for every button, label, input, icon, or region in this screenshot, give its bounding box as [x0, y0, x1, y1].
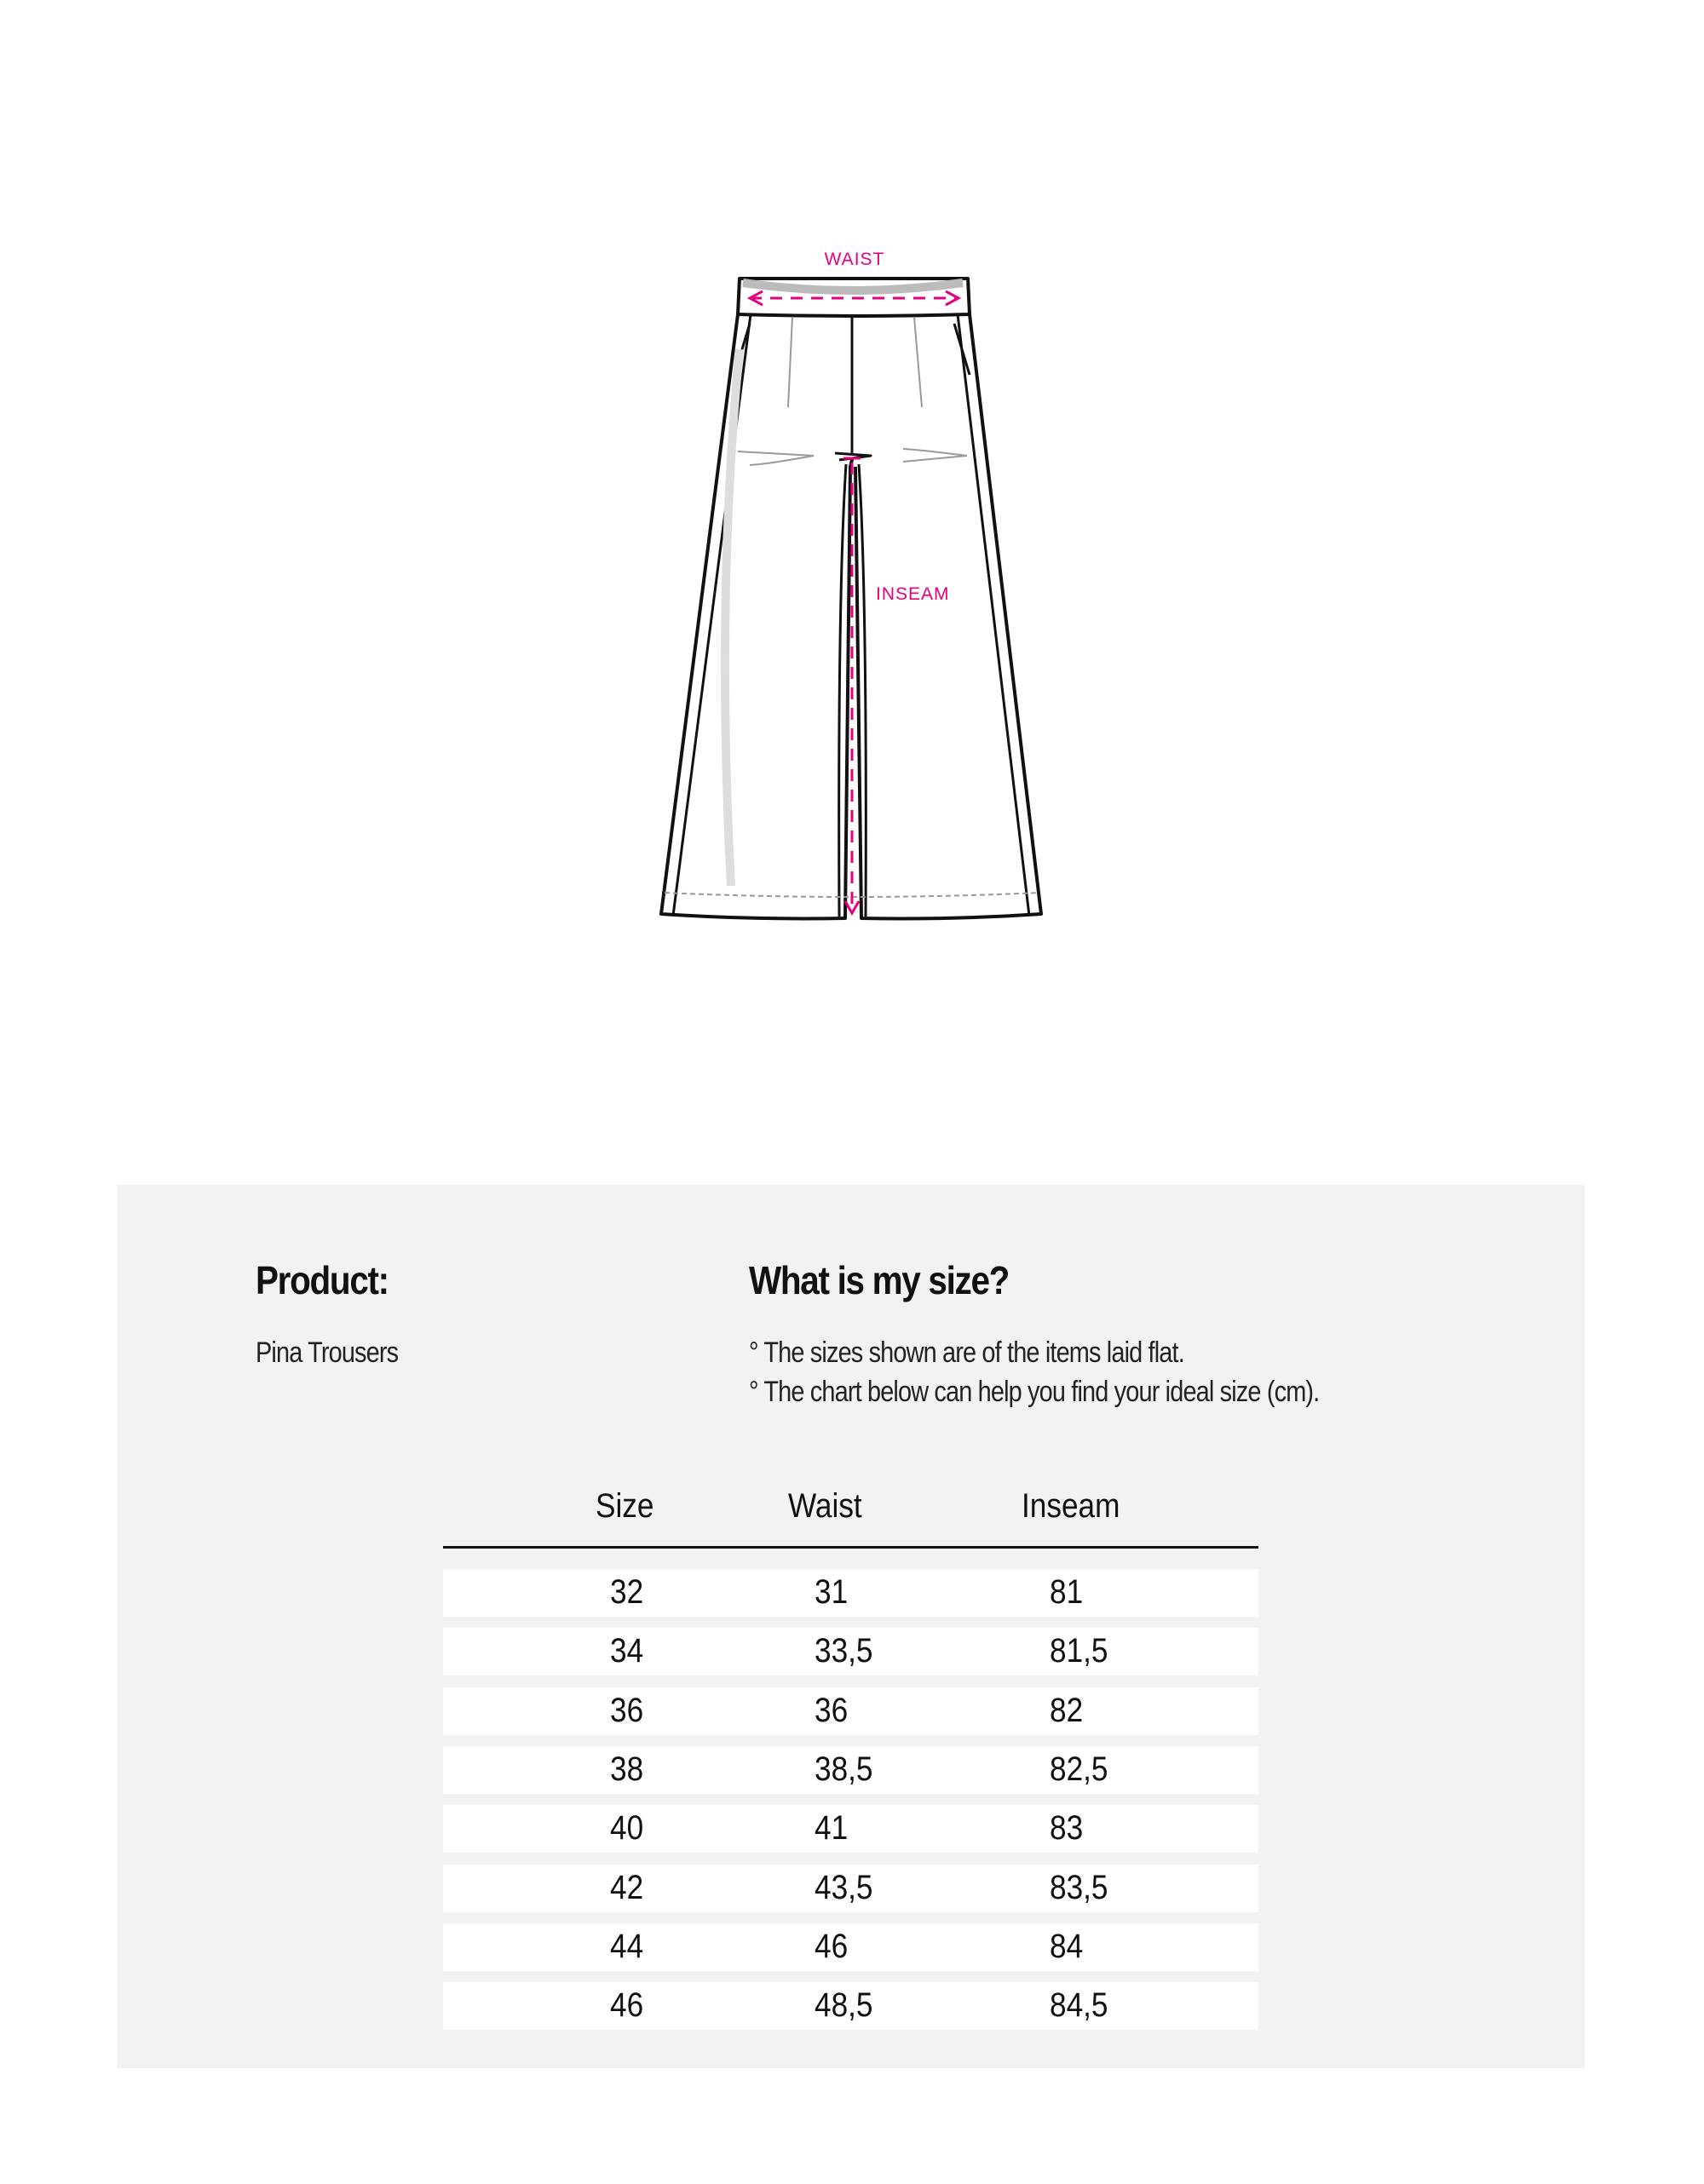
size-cell: 38 [610, 1750, 644, 1788]
size-cell: 34 [610, 1632, 644, 1670]
product-heading: Product: [256, 1258, 389, 1302]
inseam-cell: 81,5 [1050, 1632, 1108, 1670]
waist-cell: 31 [815, 1573, 849, 1611]
inseam-cell: 81 [1050, 1573, 1084, 1611]
size-cell: 36 [610, 1691, 644, 1729]
table-row: 40 41 83 [443, 1805, 1258, 1854]
inseam-cell: 84 [1050, 1927, 1084, 1965]
table-row: 44 46 84 [443, 1922, 1258, 1971]
waist-cell: 48,5 [815, 1986, 873, 2025]
column-header-waist: Waist [788, 1487, 862, 1525]
size-cell: 44 [610, 1927, 644, 1965]
inseam-cell: 82,5 [1050, 1750, 1108, 1788]
size-cell: 46 [610, 1986, 644, 2025]
left-leg [659, 313, 854, 921]
waist-cell: 46 [815, 1927, 849, 1965]
waist-label: WAIST [825, 250, 885, 269]
inseam-cell: 84,5 [1050, 1986, 1108, 2025]
waist-cell: 41 [815, 1809, 849, 1848]
product-name: Pina Trousers [256, 1336, 399, 1369]
column-header-size: Size [596, 1487, 654, 1525]
table-row: 38 38,5 82,5 [443, 1745, 1258, 1794]
size-question-heading: What is my size? [749, 1258, 1010, 1302]
size-cell: 42 [610, 1868, 644, 1906]
table-row: 42 43,5 83,5 [443, 1864, 1258, 1912]
waist-cell: 36 [815, 1691, 849, 1729]
column-header-inseam: Inseam [1022, 1487, 1120, 1525]
inseam-label: INSEAM [876, 584, 950, 604]
size-note: ° The chart below can help you find your… [749, 1376, 1320, 1408]
waist-cell: 43,5 [815, 1868, 873, 1906]
waist-cell: 38,5 [815, 1750, 873, 1788]
waist-cell: 33,5 [815, 1632, 873, 1670]
inseam-cell: 82 [1050, 1691, 1084, 1729]
trousers-measurement-diagram: WAIST INSEAM [659, 250, 1043, 921]
table-row: 46 48,5 84,5 [443, 1982, 1258, 2031]
size-guide-panel: Product: Pina Trousers What is my size? … [117, 1185, 1585, 2068]
size-cell: 40 [610, 1809, 644, 1848]
right-leg [854, 313, 1043, 921]
table-row: 36 36 82 [443, 1687, 1258, 1735]
table-row: 32 31 81 [443, 1569, 1258, 1617]
inseam-cell: 83 [1050, 1809, 1084, 1848]
table-row: 34 33,5 81,5 [443, 1628, 1258, 1676]
size-note: ° The sizes shown are of the items laid … [749, 1336, 1185, 1369]
header-divider [443, 1546, 1258, 1549]
size-cell: 32 [610, 1573, 644, 1611]
inseam-cell: 83,5 [1050, 1868, 1108, 1906]
